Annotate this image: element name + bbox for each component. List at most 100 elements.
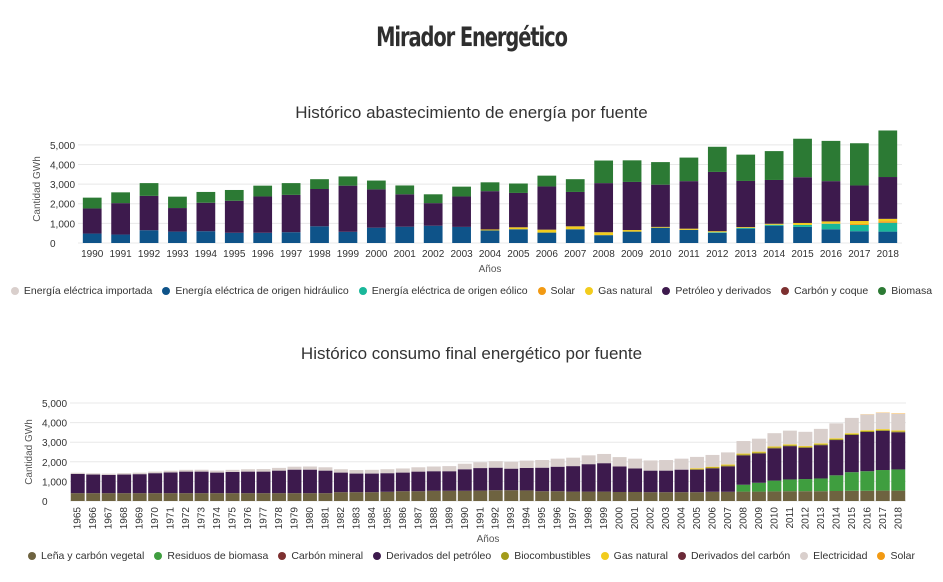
bar-segment[interactable] <box>179 469 194 472</box>
bar-segment[interactable] <box>117 474 132 494</box>
bar-segment[interactable] <box>651 184 670 227</box>
bar-segment[interactable] <box>597 463 612 492</box>
bar-segment[interactable] <box>751 438 766 452</box>
bar-segment[interactable] <box>473 490 488 501</box>
bar-segment[interactable] <box>395 472 410 492</box>
bar-segment[interactable] <box>736 227 756 229</box>
bar-segment[interactable] <box>82 208 102 234</box>
bar-segment[interactable] <box>793 224 812 227</box>
bar-segment[interactable] <box>878 221 898 223</box>
bar-segment[interactable] <box>679 228 699 230</box>
bar-segment[interactable] <box>86 474 101 494</box>
bar-segment[interactable] <box>179 471 194 494</box>
bar-segment[interactable] <box>736 180 756 228</box>
bar-segment[interactable] <box>813 491 828 501</box>
bar-segment[interactable] <box>782 491 797 501</box>
bar-segment[interactable] <box>318 470 333 494</box>
bar-segment[interactable] <box>736 228 756 243</box>
bar-segment[interactable] <box>310 189 329 227</box>
bar-segment[interactable] <box>411 471 426 492</box>
bar-segment[interactable] <box>679 229 699 243</box>
bar-segment[interactable] <box>302 493 317 501</box>
bar-segment[interactable] <box>736 441 751 454</box>
bar-segment[interactable] <box>537 229 557 233</box>
bar-segment[interactable] <box>86 473 101 475</box>
legend-item[interactable]: Petróleo y derivados <box>662 285 771 297</box>
bar-segment[interactable] <box>333 492 348 501</box>
bar-segment[interactable] <box>111 192 130 204</box>
bar-segment[interactable] <box>565 226 585 230</box>
legend-item[interactable]: Solar <box>877 550 915 562</box>
bar-segment[interactable] <box>272 470 286 494</box>
bar-segment[interactable] <box>111 203 130 235</box>
bar-segment[interactable] <box>844 434 859 473</box>
bar-segment[interactable] <box>395 491 410 501</box>
bar-segment[interactable] <box>764 224 784 226</box>
bar-segment[interactable] <box>594 160 614 184</box>
bar-segment[interactable] <box>860 430 875 432</box>
bar-segment[interactable] <box>241 469 256 472</box>
bar-segment[interactable] <box>148 493 163 501</box>
bar-segment[interactable] <box>196 191 216 203</box>
bar-segment[interactable] <box>480 191 500 230</box>
bar-segment[interactable] <box>139 230 159 243</box>
bar-segment[interactable] <box>550 458 565 467</box>
bar-segment[interactable] <box>705 468 720 492</box>
bar-segment[interactable] <box>535 491 550 501</box>
bar-segment[interactable] <box>224 232 244 243</box>
legend-item[interactable]: Solar <box>537 285 575 297</box>
bar-segment[interactable] <box>844 490 859 501</box>
bar-segment[interactable] <box>480 229 500 231</box>
bar-segment[interactable] <box>793 222 812 225</box>
bar-segment[interactable] <box>272 467 286 471</box>
bar-segment[interactable] <box>566 491 581 501</box>
bar-segment[interactable] <box>310 179 329 189</box>
bar-segment[interactable] <box>798 479 813 492</box>
bar-segment[interactable] <box>423 194 443 204</box>
bar-segment[interactable] <box>720 464 735 466</box>
bar-segment[interactable] <box>504 468 519 491</box>
bar-segment[interactable] <box>225 469 240 472</box>
bar-segment[interactable] <box>581 491 596 501</box>
bar-segment[interactable] <box>253 232 273 243</box>
bar-segment[interactable] <box>86 493 101 501</box>
bar-segment[interactable] <box>256 471 271 494</box>
bar-segment[interactable] <box>875 470 890 491</box>
bar-segment[interactable] <box>844 472 859 491</box>
legend-item[interactable]: Gas natural <box>585 285 652 297</box>
bar-segment[interactable] <box>782 446 797 480</box>
bar-segment[interactable] <box>349 470 364 474</box>
bar-segment[interactable] <box>875 490 890 501</box>
bar-segment[interactable] <box>850 223 869 225</box>
bar-segment[interactable] <box>333 472 348 493</box>
bar-segment[interactable] <box>850 224 869 232</box>
bar-segment[interactable] <box>628 491 643 501</box>
bar-segment[interactable] <box>751 452 766 454</box>
bar-segment[interactable] <box>139 195 159 231</box>
bar-segment[interactable] <box>705 491 720 501</box>
bar-segment[interactable] <box>844 433 859 435</box>
bar-segment[interactable] <box>423 225 443 243</box>
bar-segment[interactable] <box>707 171 727 232</box>
bar-segment[interactable] <box>860 490 875 501</box>
bar-segment[interactable] <box>860 432 875 472</box>
bar-segment[interactable] <box>442 466 457 472</box>
bar-segment[interactable] <box>101 474 116 494</box>
bar-segment[interactable] <box>117 473 132 475</box>
bar-segment[interactable] <box>798 446 813 448</box>
legend-item[interactable]: Energía eléctrica importada <box>10 285 152 297</box>
legend-item[interactable]: Carbón mineral <box>278 550 363 562</box>
bar-segment[interactable] <box>132 472 147 475</box>
bar-segment[interactable] <box>829 491 844 501</box>
bar-segment[interactable] <box>821 181 841 222</box>
bar-segment[interactable] <box>565 229 585 243</box>
bar-segment[interactable] <box>550 466 565 492</box>
bar-segment[interactable] <box>70 493 85 501</box>
bar-segment[interactable] <box>168 196 187 209</box>
bar-segment[interactable] <box>70 472 85 474</box>
bar-segment[interactable] <box>168 208 187 232</box>
bar-segment[interactable] <box>751 482 766 492</box>
bar-segment[interactable] <box>764 223 784 225</box>
bar-segment[interactable] <box>452 226 471 243</box>
bar-segment[interactable] <box>628 468 643 492</box>
